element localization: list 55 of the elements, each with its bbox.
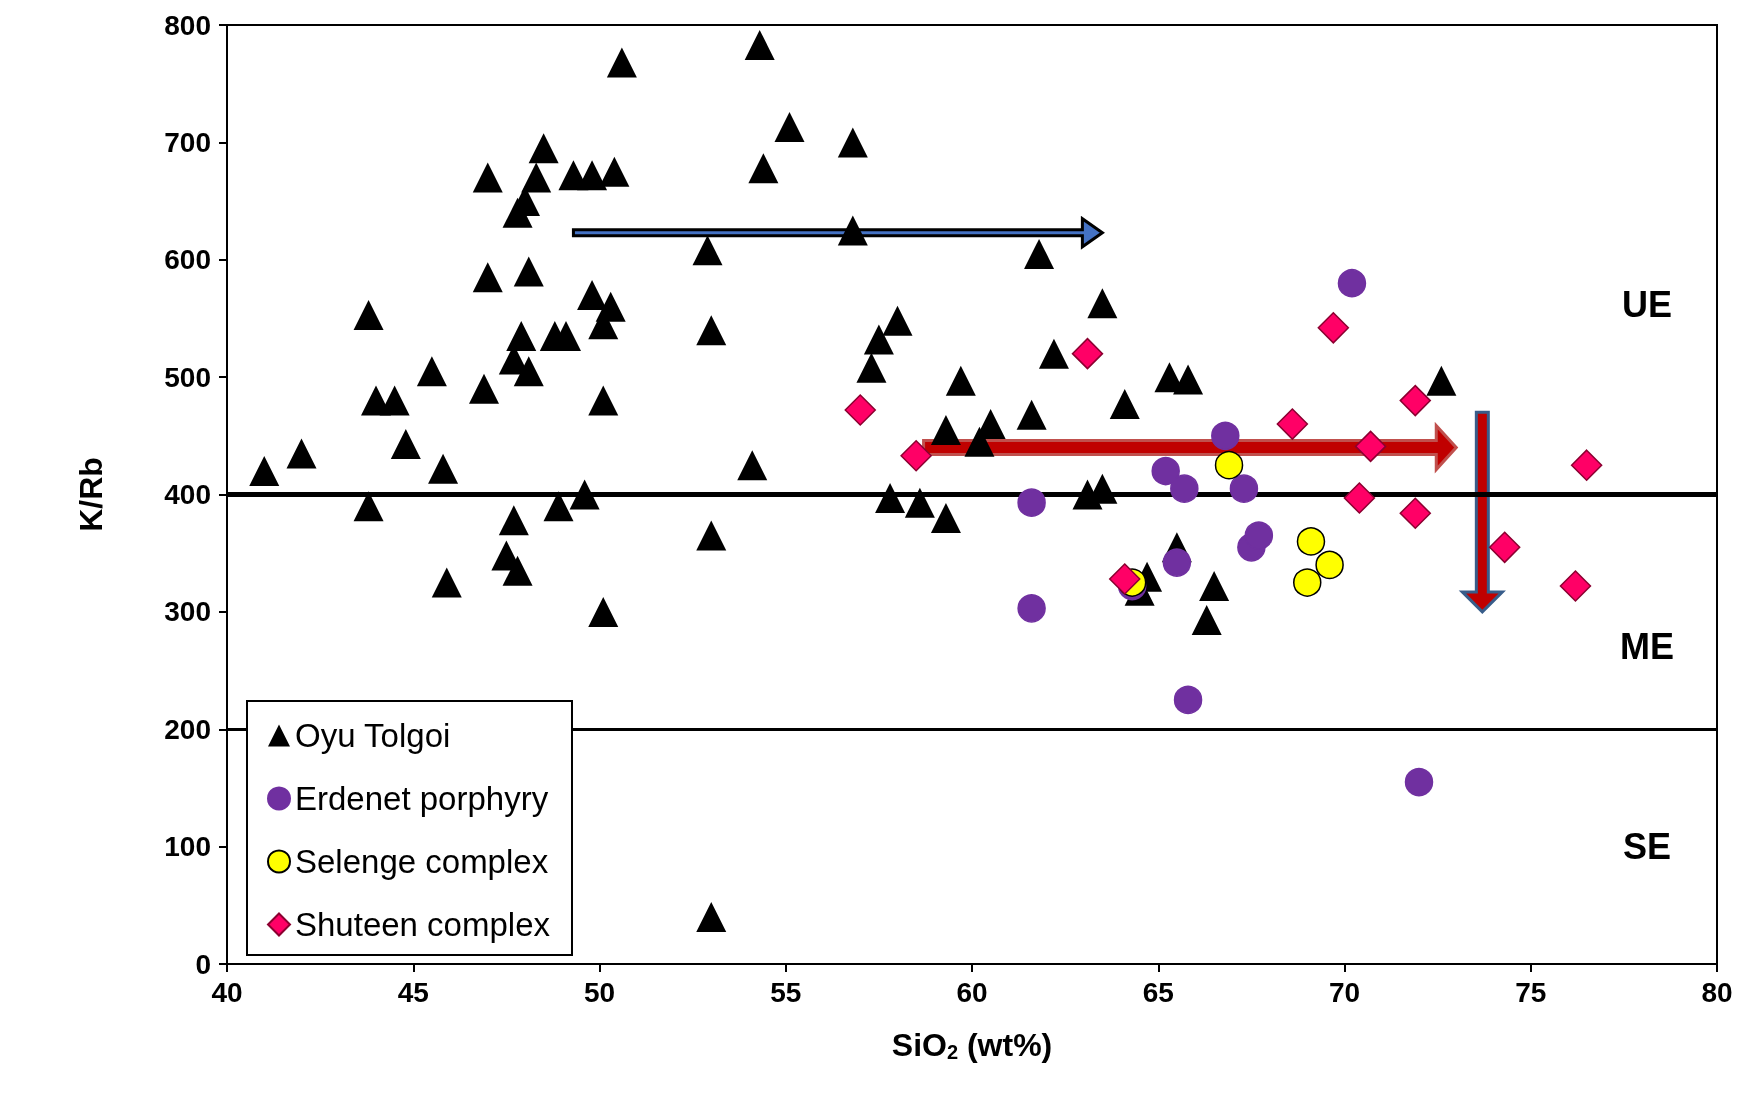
point [1570,449,1603,481]
point [1108,563,1141,595]
point [1399,384,1432,417]
x-tick-label: 70 [1328,976,1361,1008]
point [1017,488,1046,517]
annotation: UE [1621,284,1673,326]
y-tick-label: 500 [164,361,211,393]
y-tick-label: 600 [164,244,211,276]
y-tick-label: 800 [164,9,211,41]
point [1211,421,1240,451]
point [1276,408,1309,440]
y-tick-label: 0 [195,948,211,980]
x-axis-title: SiO2 (wt%) [891,1027,1053,1063]
y-tick-label: 700 [164,126,211,158]
point [900,440,932,472]
x-tick-label: 80 [1701,976,1733,1008]
legend-label: Selenge complex [295,843,549,880]
point [1488,531,1521,564]
y-tick-label: 200 [164,713,211,745]
y-axis-title: K/Rb [73,457,109,532]
point [1071,337,1104,370]
point [1170,474,1199,503]
x-tick-label: 55 [770,976,802,1008]
annotation: SE [1622,826,1672,868]
point [844,394,876,426]
point [1017,594,1046,623]
annotation: ME [1620,626,1674,668]
point [1315,550,1344,580]
x-tick-label: 65 [1142,976,1174,1008]
point [1162,548,1192,577]
point [1214,450,1244,480]
point [1296,527,1326,556]
point [1399,497,1432,530]
point [1404,767,1434,797]
point [1229,474,1259,503]
point [1244,521,1274,550]
point [1151,456,1180,486]
y-tick-label: 400 [164,479,211,510]
legend-label: Erdenet porphyry [295,780,549,817]
y-tick-label: 100 [164,831,211,863]
x-tick-label: 40 [211,976,243,1008]
point [1293,568,1322,597]
legend-label: Oyu Tolgoi [295,717,451,754]
point [1337,268,1367,298]
x-tick-label: 45 [397,976,429,1008]
point [1173,685,1203,715]
x-tick-label: 60 [956,976,988,1008]
point [1343,482,1376,514]
point [1354,430,1387,463]
point [1317,312,1350,344]
legend-label: Shuteen complex [295,906,551,943]
x-tick-label: 50 [583,976,616,1008]
point [1559,570,1592,602]
y-tick-label: 300 [164,596,211,628]
x-tick-label: 75 [1515,976,1547,1008]
